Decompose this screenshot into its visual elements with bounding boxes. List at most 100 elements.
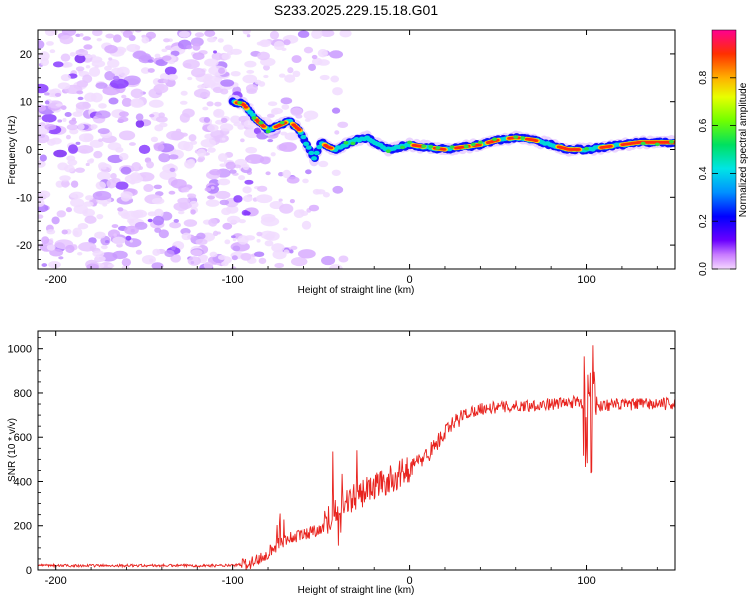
spectrogram-noise-blob bbox=[38, 40, 45, 49]
spectrogram-noise-blob bbox=[151, 262, 164, 269]
snr-panel: -200 -100 0 100 0 200 400 600 800 1000 Height of… bbox=[7, 330, 676, 596]
spectrogram-noise-blob bbox=[44, 30, 56, 37]
spectrogram-noise-blob bbox=[76, 90, 84, 95]
spectrogram-noise-blob bbox=[53, 149, 67, 158]
spectrogram-noise-blob bbox=[61, 61, 73, 68]
colorbar-gradient bbox=[711, 29, 737, 270]
spectrogram-noise-blob bbox=[311, 54, 318, 60]
spectrogram-noise-blob bbox=[264, 240, 274, 247]
spectrogram-noise-blob bbox=[95, 110, 111, 119]
spectrogram-noise-blob bbox=[130, 99, 144, 108]
spectrogram-noise-blob bbox=[196, 148, 207, 158]
spectrogram-noise-blob bbox=[96, 214, 104, 220]
spectrogram-noise-blob bbox=[179, 112, 190, 123]
spectrogram-x-label: Height of straight line (km) bbox=[298, 285, 415, 296]
spectrogram-noise-blob bbox=[213, 108, 225, 118]
colorbar-tick-label: 0.6 bbox=[698, 118, 709, 132]
spectrogram-x-tick-label: 0 bbox=[407, 274, 413, 286]
spectrogram-ridge-green bbox=[654, 142, 660, 147]
spectrogram-noise-blob bbox=[84, 54, 93, 59]
spectrogram-noise-blob bbox=[39, 154, 47, 162]
spectrogram-noise-blob bbox=[187, 193, 197, 199]
spectrogram-noise-blob bbox=[108, 57, 113, 61]
spectrogram-noise-blob bbox=[338, 255, 349, 263]
spectrogram-noise-blob bbox=[118, 130, 136, 141]
colorbar-tick-label: 0.4 bbox=[698, 166, 709, 180]
spectrogram-ridge-green bbox=[428, 144, 434, 149]
spectrogram-noise-blob bbox=[321, 255, 336, 266]
spectrogram-noise-blob bbox=[106, 178, 117, 189]
spectrogram-noise-blob bbox=[243, 31, 250, 35]
spectrogram-noise-blob bbox=[134, 221, 148, 230]
spectrogram-noise-blob bbox=[163, 38, 171, 43]
spectrogram-noise-blob bbox=[267, 101, 278, 107]
snr-x-tick-label: 100 bbox=[577, 575, 595, 587]
snr-y-tick-label: 400 bbox=[14, 476, 32, 488]
spectrogram-noise-blob bbox=[147, 218, 153, 223]
spectrogram-noise-blob bbox=[209, 251, 218, 258]
spectrogram-noise-blob bbox=[242, 74, 258, 84]
spectrogram-noise-blob bbox=[104, 240, 110, 244]
spectrogram-noise-blob bbox=[256, 238, 261, 243]
colorbar-label: Normalized spectral amplitude bbox=[738, 82, 749, 217]
spectrogram-noise-blob bbox=[206, 36, 217, 43]
spectrogram-noise-blob bbox=[116, 66, 130, 77]
spectrogram-noise-blob bbox=[77, 123, 85, 131]
spectrogram-noise-blob bbox=[274, 262, 285, 269]
spectrogram-noise-blob bbox=[218, 67, 226, 74]
spectrogram-noise-blob bbox=[89, 158, 95, 163]
spectrogram-noise-blob bbox=[265, 171, 271, 176]
spectrogram-noise-blob bbox=[259, 156, 271, 165]
spectrogram-noise-blob bbox=[245, 84, 258, 93]
spectrogram-noise-blob bbox=[244, 179, 254, 185]
spectrogram-ridge-green bbox=[477, 140, 483, 145]
spectrogram-noise-blob bbox=[107, 142, 122, 151]
spectrogram-noise-blob bbox=[95, 181, 107, 190]
spectrogram-noise-blob bbox=[180, 90, 188, 96]
spectrogram-noise-blob bbox=[214, 101, 222, 107]
colorbar-tick-label: 0.2 bbox=[698, 214, 709, 228]
spectrogram-noise-blob bbox=[210, 186, 215, 190]
spectrogram-noise-blob bbox=[200, 138, 216, 148]
spectrogram-ridge-hot bbox=[576, 148, 581, 151]
spectrogram-noise-blob bbox=[256, 185, 268, 192]
spectrogram-noise-blob bbox=[92, 190, 112, 201]
spectrogram-noise-blob bbox=[219, 199, 230, 206]
spectrogram-noise-blob bbox=[38, 199, 45, 207]
spectrogram-noise-blob bbox=[75, 167, 85, 173]
spectrogram-noise-blob bbox=[334, 130, 340, 135]
spectrogram-noise-blob bbox=[237, 235, 249, 245]
spectrogram-noise-blob bbox=[107, 58, 120, 68]
spectrogram-noise-blob bbox=[222, 222, 233, 230]
spectrogram-noise-blob bbox=[95, 82, 108, 89]
spectrogram-noise-blob bbox=[214, 77, 221, 82]
spectrogram-noise-blob bbox=[280, 97, 293, 105]
spectrogram-noise-blob bbox=[181, 186, 190, 193]
spectrogram-noise-blob bbox=[134, 45, 141, 50]
spectrogram-noise-blob bbox=[141, 254, 156, 265]
spectrogram-ridge-green bbox=[492, 137, 498, 141]
spectrogram-noise-blob bbox=[232, 245, 241, 252]
spectrogram-noise-blob bbox=[143, 183, 154, 193]
spectrogram-ridge-green bbox=[407, 140, 413, 145]
spectrogram-noise-blob bbox=[60, 105, 67, 111]
spectrogram-noise-blob bbox=[163, 78, 168, 84]
snr-series-line bbox=[38, 345, 675, 570]
spectrogram-noise-blob bbox=[192, 43, 201, 51]
spectrogram-noise-blob bbox=[263, 233, 275, 241]
spectrogram-noise-blob bbox=[82, 36, 92, 41]
spectrogram-noise-blob bbox=[221, 207, 232, 216]
spectrogram-ridge-green bbox=[668, 140, 674, 144]
spectrogram-noise-blob bbox=[238, 219, 246, 224]
spectrogram-noise-blob bbox=[89, 66, 101, 77]
spectrogram-noise-blob bbox=[92, 30, 103, 37]
spectrogram-ridge-green bbox=[421, 144, 427, 149]
spectrogram-noise-blob bbox=[75, 101, 91, 110]
snr-y-tick-label: 1000 bbox=[8, 344, 32, 356]
spectrogram-noise-blob bbox=[76, 144, 94, 154]
spectrogram-noise-blob bbox=[317, 49, 329, 58]
spectrogram-noise-blob bbox=[240, 138, 245, 143]
colorbar-ticks: 0.0 0.2 0.4 0.6 0.8 bbox=[698, 70, 736, 276]
spectrogram-noise-blob bbox=[83, 210, 88, 215]
